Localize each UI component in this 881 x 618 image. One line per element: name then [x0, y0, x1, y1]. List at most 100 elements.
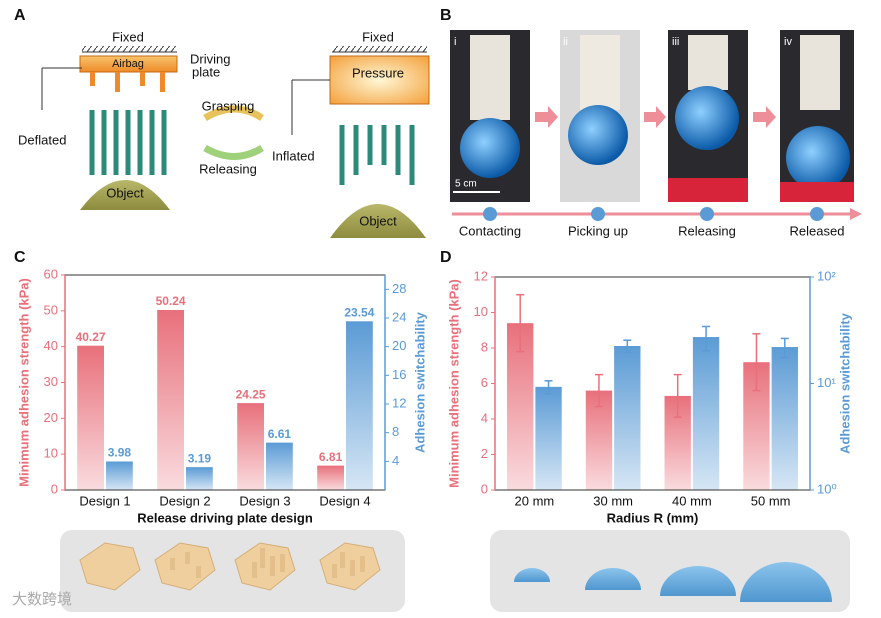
bar [317, 465, 344, 490]
y-tick-label: 30 [44, 374, 58, 389]
y2-tick-label: 12 [392, 395, 406, 410]
y-tick-label: 6 [481, 375, 488, 390]
y-tick-label: 0 [51, 481, 58, 496]
y2-axis-title: Adhesion switchability [837, 312, 852, 454]
plate-illustrations [60, 530, 405, 612]
x-tick-label: Design 2 [159, 493, 210, 508]
label: Fixed [112, 29, 144, 44]
label: Releasing [199, 161, 257, 176]
airbag [79, 55, 178, 73]
y2-tick-label: 20 [392, 338, 406, 353]
object [330, 204, 426, 238]
x-tick-label: 20 mm [515, 493, 555, 508]
y2-axis-title: Adhesion switchability [412, 311, 427, 453]
bar [106, 461, 133, 490]
y2-tick-label: 24 [392, 309, 406, 324]
y-tick-label: 10 [44, 446, 58, 461]
fibers [339, 125, 415, 185]
y-tick-label: 50 [44, 302, 58, 317]
frame-label: i [454, 36, 456, 48]
x-tick-label: 30 mm [593, 493, 633, 508]
gripper [580, 35, 620, 110]
grasp-arrow [203, 105, 264, 122]
gripper [470, 35, 510, 120]
y-tick-label: 0 [481, 481, 488, 496]
fixed-hatch [332, 46, 427, 52]
bar [346, 321, 373, 490]
data-label: 23.54 [344, 305, 374, 319]
y2-tick-label: 10⁰ [817, 481, 837, 496]
frame-label: iii [672, 36, 679, 48]
y-tick-label: 4 [481, 410, 488, 425]
scale-label: 5 cm [455, 179, 477, 190]
gripper [688, 35, 728, 90]
panel-label: D [440, 249, 452, 266]
y-tick-label: 2 [481, 446, 488, 461]
ball [460, 118, 520, 178]
bar [535, 386, 562, 490]
x-tick-label: 40 mm [672, 493, 712, 508]
schematic: Fixed Airbag Driving plate Deflated Obje… [18, 29, 430, 238]
bar [157, 309, 184, 490]
pins [90, 72, 165, 92]
data-label: 50.24 [156, 294, 186, 308]
dish [780, 182, 854, 202]
y2-tick-label: 28 [392, 281, 406, 296]
y-tick-label: 40 [44, 338, 58, 353]
step-label: Picking up [568, 223, 628, 238]
data-label: 6.61 [268, 427, 292, 441]
pillars [170, 548, 365, 578]
fixed-hatch [82, 46, 177, 52]
data-label: 3.98 [108, 446, 132, 460]
x-axis-title: Release driving plate design [137, 510, 313, 525]
y-axis-title: Minimum adhesion strength (kPa) [16, 278, 31, 487]
bar [266, 442, 293, 490]
label: Object [106, 185, 144, 200]
y-tick-label: 60 [44, 266, 58, 281]
step-arrows [535, 106, 776, 128]
label: Object [359, 213, 397, 228]
y-tick-label: 8 [481, 339, 488, 354]
data-label: 24.25 [236, 387, 266, 401]
bar [771, 347, 798, 490]
bar [692, 337, 720, 490]
data-label: 6.81 [319, 450, 343, 464]
bar [77, 345, 104, 490]
step-label: Releasing [678, 223, 736, 238]
object [80, 180, 170, 210]
step-label: Released [790, 223, 845, 238]
fibers [89, 110, 167, 175]
data-label: 3.19 [188, 451, 212, 465]
label: Driving [190, 51, 230, 66]
frame-label: iv [784, 36, 792, 48]
data-label: 40.27 [76, 330, 106, 344]
domes [514, 562, 832, 602]
y-tick-label: 10 [474, 304, 488, 319]
timeline-dots [483, 207, 824, 221]
label: Deflated [18, 132, 66, 147]
bar [237, 403, 264, 490]
y-tick-label: 20 [44, 410, 58, 425]
x-axis-title: Radius R (mm) [607, 510, 699, 525]
watermark: 大数跨境 [12, 590, 72, 608]
y2-tick-label: 10¹ [817, 375, 836, 390]
inflated-airbag [329, 55, 430, 105]
release-arrow [203, 144, 264, 160]
label: Fixed [362, 29, 394, 44]
label: Pressure [352, 65, 404, 80]
label: Inflated [272, 148, 315, 163]
label: Grasping [202, 98, 255, 113]
y2-tick-label: 4 [392, 453, 399, 468]
y-axis-title: Minimum adhesion strength (kPa) [446, 279, 461, 488]
label: Airbag [112, 58, 144, 70]
timeline-arrow [850, 208, 862, 220]
x-tick-label: 50 mm [751, 493, 791, 508]
gripper [800, 35, 840, 110]
x-tick-label: Design 4 [319, 493, 370, 508]
x-tick-label: Design 1 [79, 493, 130, 508]
ball [786, 126, 850, 190]
photo-strip: i ii iii iv 5 cm Contacting Picking up R… [450, 30, 862, 238]
panel-label: A [14, 7, 26, 24]
x-tick-label: Design 3 [239, 493, 290, 508]
